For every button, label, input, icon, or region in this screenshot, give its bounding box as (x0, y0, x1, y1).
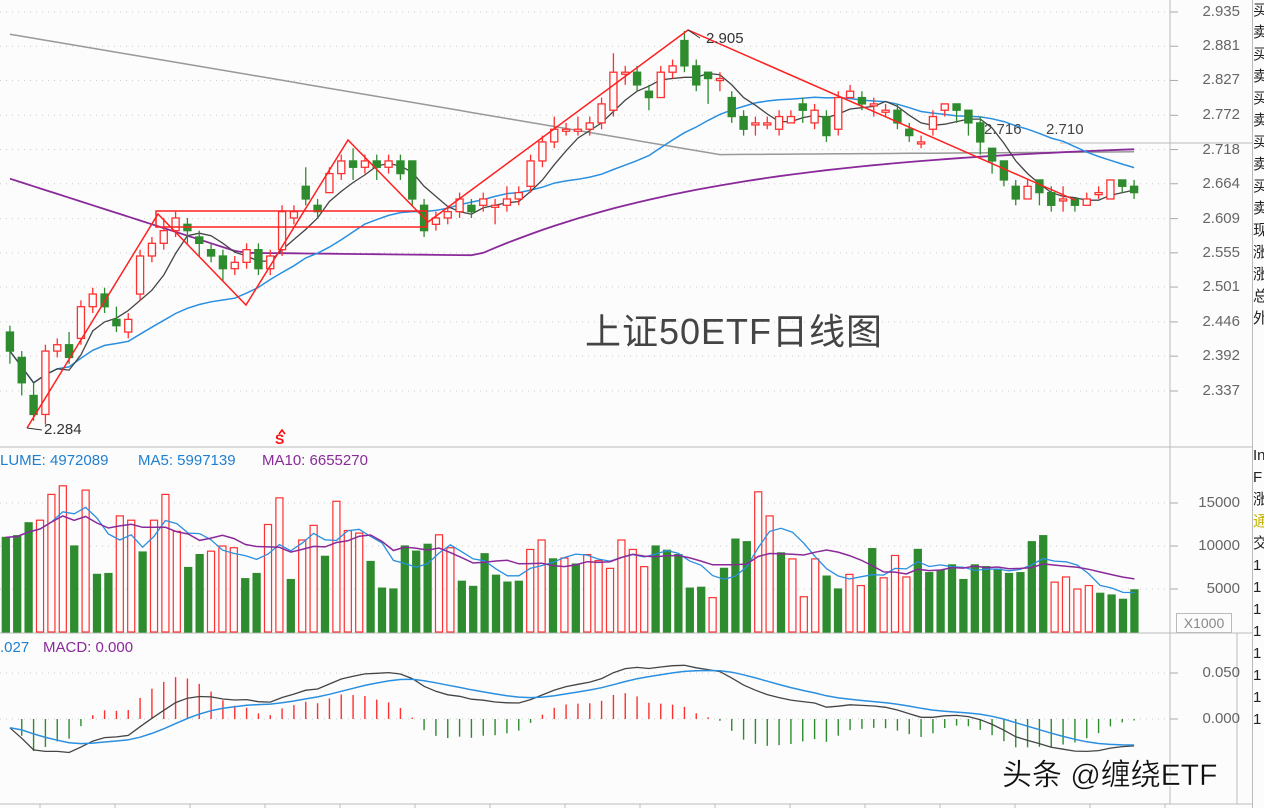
volume-ma5-legend: MA5: 5997139 (138, 452, 236, 469)
side-panel-text: 买 (1253, 178, 1264, 195)
chart-title: 上证50ETF日线图 (585, 311, 884, 352)
side-panel-text: 卖 (1253, 156, 1264, 173)
side-panel-text: 涨 (1253, 244, 1264, 261)
price-tick-label: 2.772 (1202, 106, 1240, 124)
side-panel-text: 涨 (1253, 266, 1264, 283)
volume-legend: LUME: 4972089 (0, 452, 109, 469)
volume-tick-label: 15000 (1198, 494, 1240, 511)
price-tick-label: 2.392 (1202, 347, 1240, 365)
side-panel-text: 买 (1253, 2, 1264, 19)
macd-dea-legend: .027 (0, 639, 30, 656)
side-panel-text: 卖 (1253, 200, 1264, 217)
side-panel-quote: 买卖买卖买卖买卖买卖现涨涨总外 (1252, 0, 1264, 445)
side-panel-text: 外 (1253, 310, 1264, 327)
side-panel-text: 1 (1253, 667, 1262, 684)
price-tick-label: 2.555 (1202, 243, 1240, 261)
side-panel-text: 卖 (1253, 112, 1264, 129)
side-panel-text: 涨 (1253, 491, 1264, 508)
price-tick-label: 2.446 (1202, 312, 1240, 330)
price-tick-label: 2.718 (1202, 140, 1240, 158)
side-panel-text: 交 (1253, 535, 1264, 552)
side-panel-text: 总 (1253, 288, 1264, 305)
price-tick-label: 2.609 (1202, 209, 1240, 227)
side-panel-text: 1 (1253, 623, 1262, 640)
side-panel-text: 1 (1253, 689, 1262, 706)
price-tick-label: 2.935 (1202, 3, 1240, 20)
side-panel-text: 1 (1253, 579, 1262, 596)
side-panel-text: 卖 (1253, 24, 1264, 41)
macd-tick-label: 0.000 (1202, 710, 1240, 727)
price-tick-label: 2.337 (1202, 382, 1240, 399)
low-price-label: 2.284 (44, 421, 82, 438)
side-panel-text: 买 (1253, 134, 1264, 151)
high-price-label: 2.905 (706, 30, 744, 47)
price-tick-label: 2.501 (1202, 278, 1240, 296)
side-panel-text: 买 (1253, 90, 1264, 107)
side-panel-text: 通 (1253, 513, 1264, 530)
side-panel-text: In (1253, 447, 1264, 464)
side-panel-text: 现 (1253, 222, 1264, 239)
level-label-1: 2.716 (984, 121, 1022, 138)
side-panel-stats: In F 涨通交 1 1 1 1 1 1 1 1 (1252, 445, 1264, 808)
price-tick-label: 2.881 (1202, 37, 1240, 55)
side-panel-text: 1 (1253, 601, 1262, 618)
macd-legend: MACD: 0.000 (43, 639, 134, 656)
side-panel-text: 1 (1253, 557, 1262, 574)
macd-tick-label: 0.050 (1202, 664, 1240, 681)
side-panel-text: F (1253, 469, 1263, 486)
side-panel-text: 1 (1253, 645, 1262, 662)
price-tick-label: 2.664 (1202, 174, 1240, 192)
volume-tick-label: 10000 (1198, 537, 1240, 554)
side-panel-text: 卖 (1253, 68, 1264, 85)
side-panel-text: 1 (1253, 711, 1262, 728)
watermark: 头条 @缠绕ETF (1002, 759, 1218, 792)
side-panel-text: 买 (1253, 46, 1264, 63)
level-label-2: 2.710 (1046, 121, 1084, 138)
volume-tick-label: 5000 (1206, 580, 1240, 597)
volume-ma10-legend: MA10: 6655270 (262, 452, 368, 469)
price-tick-label: 2.827 (1202, 71, 1240, 89)
volume-unit-badge: X1000 (1176, 613, 1232, 633)
sell-signal-marker[interactable]: S (275, 431, 285, 447)
